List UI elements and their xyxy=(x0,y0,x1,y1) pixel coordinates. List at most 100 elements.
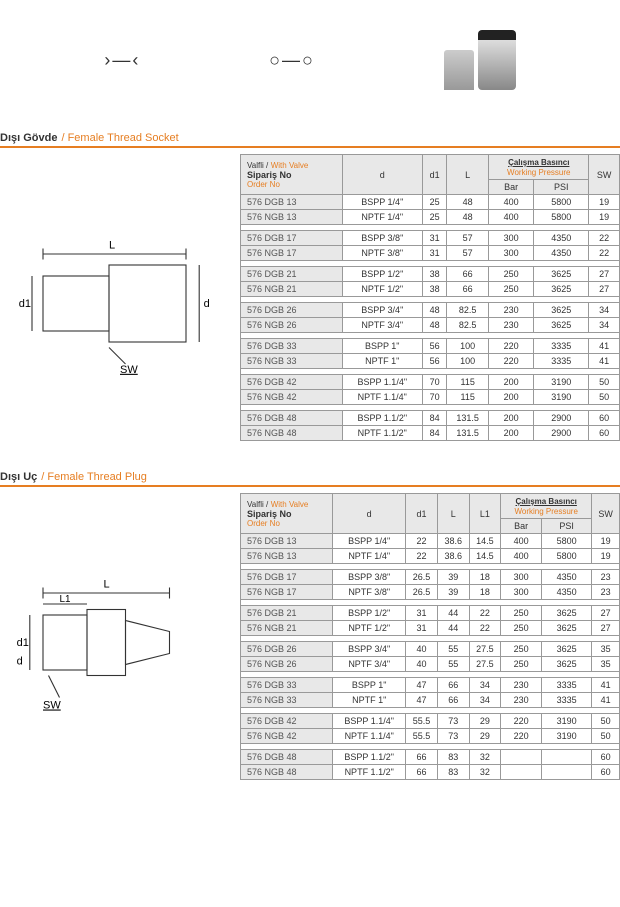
cell: 73 xyxy=(437,729,469,744)
col-d1: d1 xyxy=(422,155,446,195)
cell: 35 xyxy=(592,657,620,672)
cell: 47 xyxy=(406,693,438,708)
cell: 576 NGB 21 xyxy=(241,621,333,636)
cell xyxy=(542,750,592,765)
cell: BSPP 1/2" xyxy=(342,267,422,282)
cell: 82.5 xyxy=(447,303,489,318)
title-bold: Dışı Gövde xyxy=(0,132,57,144)
cell: 100 xyxy=(447,354,489,369)
cell: 22 xyxy=(589,231,620,246)
cell: 576 NGB 48 xyxy=(241,426,343,441)
table-row: 576 DGB 26BSPP 3/4"405527.5250362535 xyxy=(241,642,620,657)
cell: 34 xyxy=(469,678,501,693)
cell: 38 xyxy=(422,267,446,282)
cell: 576 NGB 48 xyxy=(241,765,333,780)
cell: 27 xyxy=(592,621,620,636)
cell xyxy=(542,765,592,780)
cell: 60 xyxy=(592,750,620,765)
cell: 82.5 xyxy=(447,318,489,333)
cell: 26.5 xyxy=(406,570,438,585)
cell: 250 xyxy=(501,642,542,657)
cell: 27.5 xyxy=(469,657,501,672)
cell: 22 xyxy=(406,549,438,564)
cell: 576 NGB 33 xyxy=(241,354,343,369)
cell: 3625 xyxy=(542,657,592,672)
table-row: 576 NGB 17NPTF 3/8"3157300435022 xyxy=(241,246,620,261)
cell: 39 xyxy=(437,570,469,585)
col-sw: SW xyxy=(592,494,620,534)
cell: 48 xyxy=(422,303,446,318)
svg-text:SW: SW xyxy=(120,363,138,374)
cell: 32 xyxy=(469,750,501,765)
cell: 3625 xyxy=(534,318,589,333)
cell: NPTF 3/4" xyxy=(342,318,422,333)
cell: 300 xyxy=(489,231,534,246)
cell: 29 xyxy=(469,714,501,729)
cell: 18 xyxy=(469,585,501,600)
cell: 60 xyxy=(589,426,620,441)
col-psi: PSI xyxy=(534,180,589,195)
cell: 22 xyxy=(469,621,501,636)
table-row: 576 DGB 48BSPP 1.1/2"84131.5200290060 xyxy=(241,411,620,426)
col-order: Valfli / With Valve Sipariş NoOrder No xyxy=(241,155,343,195)
cell: NPTF 1/2" xyxy=(333,621,406,636)
cell: 3190 xyxy=(534,375,589,390)
cell: 400 xyxy=(489,195,534,210)
svg-text:L1: L1 xyxy=(60,593,72,604)
cell: 4350 xyxy=(542,585,592,600)
cell: 576 DGB 48 xyxy=(241,411,343,426)
table-row: 576 DGB 42BSPP 1.1/4"55.57329220319050 xyxy=(241,714,620,729)
cell: 31 xyxy=(406,606,438,621)
col-sw: SW xyxy=(589,155,620,195)
cell: 19 xyxy=(592,534,620,549)
cell: 83 xyxy=(437,750,469,765)
table-row: 576 NGB 42NPTF 1.1/4"55.57329220319050 xyxy=(241,729,620,744)
cell: NPTF 1" xyxy=(342,354,422,369)
cell: 576 NGB 17 xyxy=(241,246,343,261)
cell: 55.5 xyxy=(406,714,438,729)
cell: BSPP 3/4" xyxy=(333,642,406,657)
cell: BSPP 1/2" xyxy=(333,606,406,621)
cell: 3190 xyxy=(542,714,592,729)
col-pressure: Çalışma BasıncıWorking Pressure xyxy=(501,494,592,519)
cell: 60 xyxy=(592,765,620,780)
cell: 400 xyxy=(501,549,542,564)
cell: 3625 xyxy=(534,282,589,297)
cell: 27 xyxy=(592,606,620,621)
cell: 27.5 xyxy=(469,642,501,657)
cell: 576 NGB 26 xyxy=(241,318,343,333)
cell: 40 xyxy=(406,642,438,657)
cell: 19 xyxy=(589,210,620,225)
cell: 3625 xyxy=(534,303,589,318)
plug-diagram: L L1 d1 d SW xyxy=(0,493,240,780)
cell: 27 xyxy=(589,282,620,297)
cell: 220 xyxy=(489,339,534,354)
cell: 4350 xyxy=(534,246,589,261)
cell: 131.5 xyxy=(447,426,489,441)
cell: 48 xyxy=(447,210,489,225)
table-row: 576 DGB 21BSPP 1/2"3866250362527 xyxy=(241,267,620,282)
cell: 576 DGB 26 xyxy=(241,303,343,318)
table-row: 576 NGB 26NPTF 3/4"4882.5230362534 xyxy=(241,318,620,333)
header-images: ›—‹ ○—○ xyxy=(0,0,620,120)
cell: 576 NGB 21 xyxy=(241,282,343,297)
cell: 576 DGB 33 xyxy=(241,678,333,693)
coupler-image xyxy=(444,30,516,90)
cell: 22 xyxy=(469,606,501,621)
table-row: 576 NGB 33NPTF 1"476634230333541 xyxy=(241,693,620,708)
cell: NPTF 1/4" xyxy=(333,549,406,564)
cell: NPTF 1.1/4" xyxy=(333,729,406,744)
cell: 250 xyxy=(501,606,542,621)
cell: 22 xyxy=(406,534,438,549)
cell: BSPP 3/4" xyxy=(342,303,422,318)
cell: 66 xyxy=(447,282,489,297)
cell: NPTF 3/8" xyxy=(333,585,406,600)
table-row: 576 DGB 26BSPP 3/4"4882.5230362534 xyxy=(241,303,620,318)
cell: 230 xyxy=(501,693,542,708)
cell: 300 xyxy=(501,585,542,600)
table-row: 576 DGB 13BSPP 1/4"2238.614.5400580019 xyxy=(241,534,620,549)
cell: 300 xyxy=(501,570,542,585)
cell: 56 xyxy=(422,339,446,354)
cell: 19 xyxy=(592,549,620,564)
title-bold: Dışı Uç xyxy=(0,471,37,483)
